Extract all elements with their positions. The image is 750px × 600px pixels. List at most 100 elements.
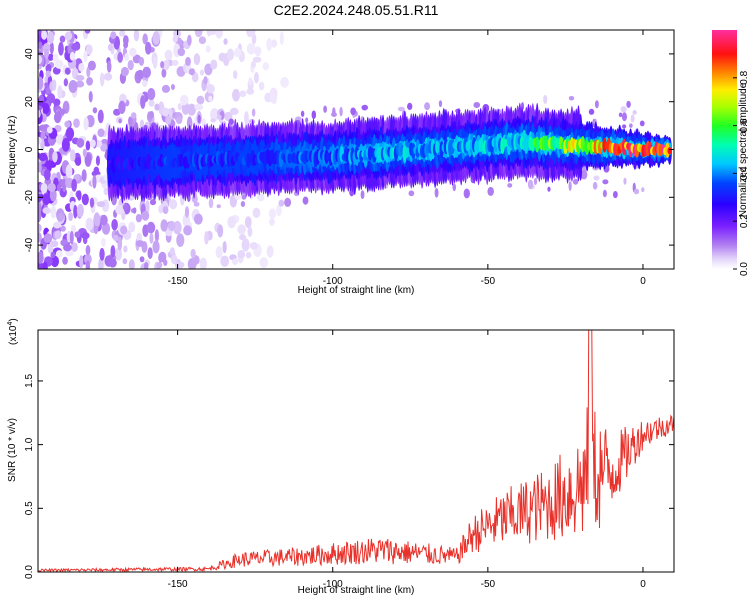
bottom-x-tick-label: -100 <box>323 579 343 590</box>
heatmap-cell <box>667 147 672 155</box>
heatmap-cell <box>50 255 60 268</box>
heatmap-cell <box>89 197 95 208</box>
heatmap-cell <box>247 226 253 237</box>
heatmap-cell <box>183 225 193 236</box>
heatmap-cell <box>279 31 284 45</box>
heatmap-cell <box>241 194 247 200</box>
heatmap-cell <box>196 95 205 105</box>
heatmap-cell <box>97 109 104 124</box>
heatmap-cell <box>276 203 282 217</box>
heatmap-cell <box>142 66 152 79</box>
heatmap-cell <box>434 188 439 198</box>
heatmap-cell <box>175 116 183 125</box>
heatmap-cell <box>70 242 78 253</box>
heatmap-cell <box>156 261 163 269</box>
heatmap-cell <box>253 71 259 84</box>
heatmap-cell <box>215 245 223 259</box>
heatmap-cell <box>580 170 588 180</box>
top-x-tick-label: -50 <box>481 276 496 287</box>
heatmap-cell <box>142 80 148 87</box>
heatmap-cell <box>148 99 155 107</box>
heatmap-cell <box>50 240 59 248</box>
heatmap-cell <box>75 80 85 88</box>
heatmap-cell <box>97 128 105 138</box>
bottom-y-tick-label: 0.5 <box>24 501 35 515</box>
heatmap-cell <box>84 30 91 34</box>
heatmap-cell <box>226 48 235 61</box>
heatmap-cell <box>210 108 219 122</box>
heatmap-cell <box>179 94 189 106</box>
heatmap-cell <box>103 72 113 81</box>
heatmap-cell <box>133 30 140 42</box>
heatmap-cell <box>228 118 234 125</box>
heatmap-cell <box>83 116 89 131</box>
heatmap-cell <box>38 136 42 145</box>
heatmap-cell <box>85 140 91 151</box>
heatmap-cell <box>53 221 62 229</box>
heatmap-cell <box>144 41 152 55</box>
heatmap-cell <box>208 95 213 102</box>
heatmap-cell <box>172 220 182 235</box>
heatmap-cell <box>68 80 78 93</box>
heatmap-cell <box>70 149 76 162</box>
heatmap-cell <box>177 47 186 57</box>
heatmap-cell <box>243 111 249 125</box>
heatmap-cell <box>43 48 49 59</box>
heatmap-cell <box>79 255 84 269</box>
heatmap-cell <box>543 94 548 105</box>
heatmap-cell <box>165 115 172 125</box>
heatmap-cell <box>233 47 242 58</box>
heatmap-cell <box>110 31 117 40</box>
top-x-axis-label: Height of straight line (km) <box>298 285 415 296</box>
heatmap-cell <box>122 203 129 211</box>
heatmap-cell <box>147 247 153 260</box>
heatmap-cell <box>612 191 618 199</box>
heatmap-cell <box>216 114 222 120</box>
heatmap-cell <box>408 190 415 197</box>
heatmap-cell <box>61 138 70 152</box>
top-y-tick-label: -40 <box>24 237 35 252</box>
heatmap-cell <box>623 177 627 185</box>
heatmap-cell <box>632 110 637 115</box>
heatmap-cell <box>547 186 551 192</box>
heatmap-cell <box>89 139 96 148</box>
heatmap-cell <box>122 35 129 46</box>
heatmap-cell <box>252 56 262 63</box>
heatmap-cell <box>284 197 292 208</box>
heatmap-cell <box>93 212 101 227</box>
heatmap-cell <box>50 251 56 259</box>
heatmap-cell <box>58 41 64 56</box>
heatmap-cell <box>487 186 494 196</box>
heatmap-cell <box>78 63 85 72</box>
heatmap-cell <box>56 183 62 192</box>
heatmap-cell <box>64 67 71 75</box>
heatmap-cell <box>140 95 146 109</box>
heatmap-cell <box>108 258 117 268</box>
heatmap-cell <box>251 108 256 117</box>
heatmap-cell <box>88 90 93 103</box>
heatmap-cell <box>209 30 217 36</box>
heatmap-cell <box>270 39 278 48</box>
heatmap-cell <box>618 112 623 118</box>
heatmap-cell <box>38 152 41 159</box>
heatmap-cell <box>81 169 87 182</box>
colorbar-tick-label: 0.2 <box>739 214 750 228</box>
heatmap-cell <box>74 231 81 238</box>
heatmap-cell <box>54 230 62 240</box>
colorbar-tick-label: 0.6 <box>739 118 750 132</box>
heatmap-cell <box>266 245 274 258</box>
top-x-tick-label: 0 <box>640 276 646 287</box>
heatmap-cell <box>203 76 208 85</box>
heatmap-cell <box>132 207 137 214</box>
heatmap-cell <box>193 201 200 207</box>
heatmap-cell <box>38 193 42 203</box>
heatmap-cell <box>198 36 207 45</box>
heatmap-cell <box>55 250 63 258</box>
heatmap-cell <box>102 222 111 235</box>
heatmap-cell <box>115 204 125 215</box>
heatmap-cell <box>73 204 78 219</box>
heatmap-cell <box>84 253 92 265</box>
heatmap-cell <box>361 104 368 111</box>
heatmap-cell <box>278 199 285 207</box>
heatmap-cell <box>65 127 75 140</box>
